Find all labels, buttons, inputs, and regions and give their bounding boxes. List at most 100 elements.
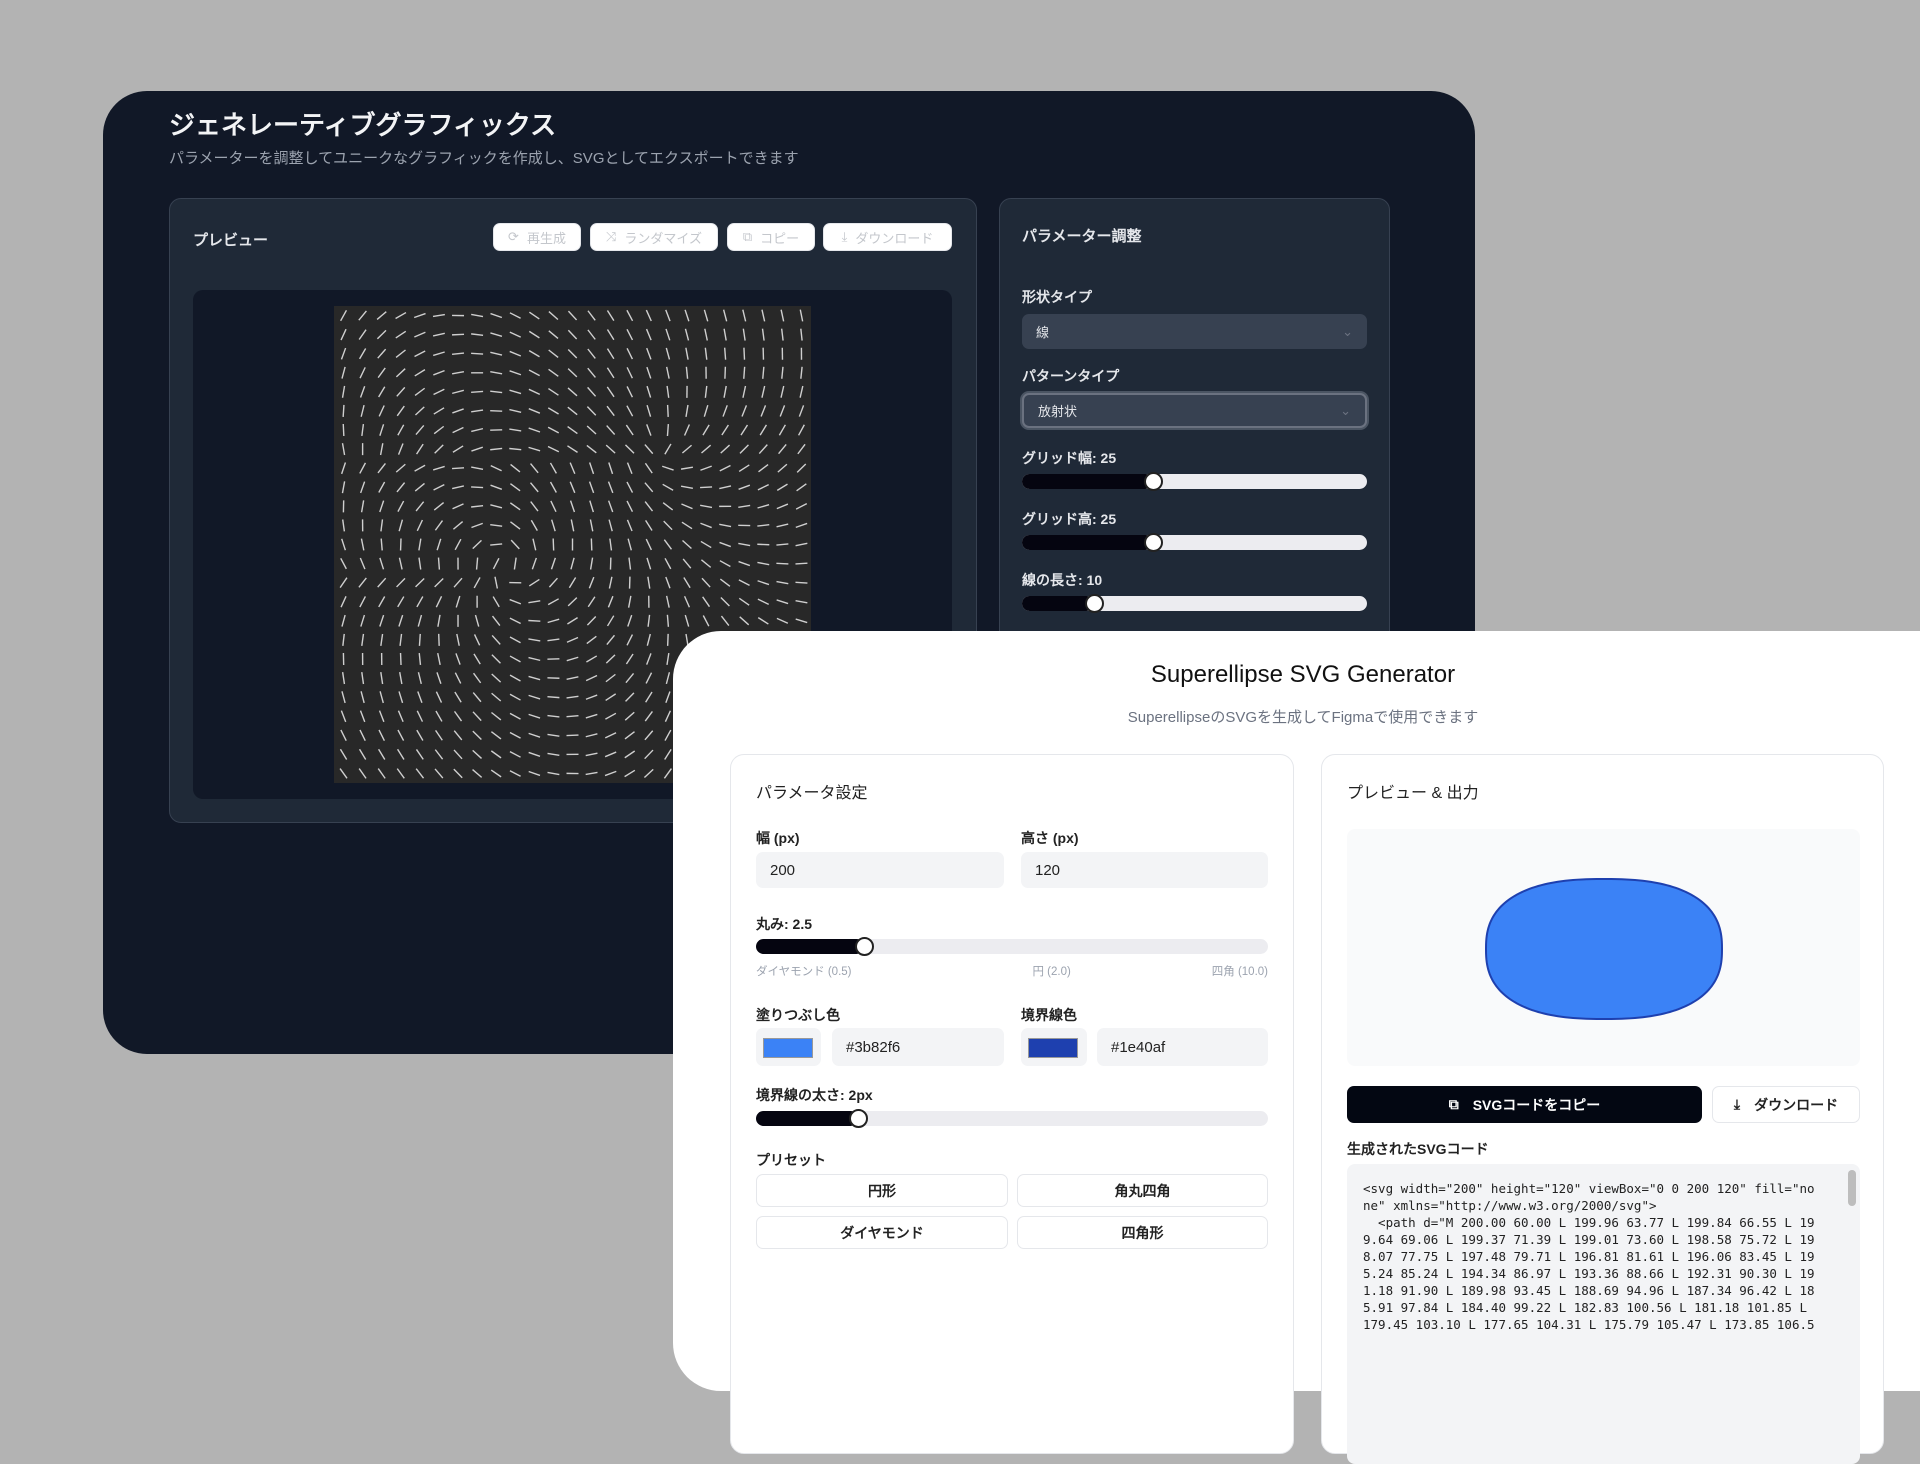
preset-circle-button[interactable]: 円形 xyxy=(756,1174,1008,1207)
pattern-type-select[interactable]: 放射状 ⌄ xyxy=(1022,393,1367,428)
shape-type-select[interactable]: 線⌄ xyxy=(1022,314,1367,349)
code-line: 8.07 77.75 L 197.48 79.71 L 196.81 81.61… xyxy=(1363,1248,1815,1265)
superellipse-window: Superellipse SVG Generator Superellipseの… xyxy=(673,631,1920,1391)
pattern-line xyxy=(795,563,807,564)
pattern-line xyxy=(490,411,502,412)
grid-height-label: グリッド高: 25 xyxy=(1022,509,1116,529)
slider-thumb[interactable] xyxy=(1144,533,1163,552)
presets-label: プリセット xyxy=(756,1150,826,1170)
download-svg-label: ダウンロード xyxy=(1754,1095,1838,1115)
refresh-icon: ⟳ xyxy=(508,229,519,245)
shape-type-label: 形状タイプ xyxy=(1022,287,1092,307)
download-svg-button[interactable]: ⤓ ダウンロード xyxy=(1712,1086,1860,1123)
height-label: 高さ (px) xyxy=(1021,828,1079,848)
regenerate-button[interactable]: ⟳ 再生成 xyxy=(493,223,581,251)
settings-card: パラメータ設定 幅 (px) 200 高さ (px) 120 丸み: 2.5 ダ… xyxy=(730,754,1294,1454)
preset-diamond-button[interactable]: ダイヤモンド xyxy=(756,1216,1008,1249)
superellipse-subtitle: SuperellipseのSVGを生成してFigmaで使用できます xyxy=(673,706,1920,727)
code-line: 179.45 103.10 L 177.65 104.31 L 175.79 1… xyxy=(1363,1316,1815,1333)
pattern-line xyxy=(744,367,745,379)
pattern-line xyxy=(667,615,668,627)
copy-label: コピー xyxy=(760,228,799,247)
pattern-line xyxy=(744,348,745,360)
copy-svg-label: SVGコードをコピー xyxy=(1473,1095,1601,1115)
pattern-line xyxy=(547,697,559,698)
fill-color-picker[interactable] xyxy=(756,1028,821,1066)
roundness-slider[interactable] xyxy=(756,939,1268,954)
stroke-width-slider[interactable] xyxy=(756,1111,1268,1126)
code-label: 生成されたSVGコード xyxy=(1347,1139,1489,1159)
pattern-line xyxy=(668,405,669,417)
download-icon: ⤓ xyxy=(1734,1096,1740,1113)
width-label: 幅 (px) xyxy=(756,828,800,848)
shuffle-icon: ⤨ xyxy=(606,229,616,245)
shape-preview xyxy=(1347,829,1860,1066)
pattern-line xyxy=(452,468,464,469)
superellipse-path xyxy=(1486,879,1722,1019)
preview-title: プレビュー xyxy=(193,229,268,250)
fill-color-input[interactable]: #3b82f6 xyxy=(832,1028,1004,1066)
randomize-label: ランダマイズ xyxy=(624,228,702,247)
pattern-type-value: 放射状 xyxy=(1038,401,1077,420)
download-button[interactable]: ⤓ダウンロード xyxy=(823,223,952,251)
shape-type-value: 線 xyxy=(1036,322,1049,341)
pattern-line xyxy=(452,334,464,335)
page-subtitle: パラメーターを調整してユニークなグラフィックを作成し、SVGとしてエクスポートで… xyxy=(169,147,799,168)
pattern-line xyxy=(471,487,483,488)
chevron-down-icon: ⌄ xyxy=(1340,403,1351,419)
grid-width-label: グリッド幅: 25 xyxy=(1022,448,1116,468)
slider-thumb[interactable] xyxy=(849,1109,868,1128)
code-line: <svg width="200" height="120" viewBox="0… xyxy=(1363,1180,1815,1197)
width-input[interactable]: 200 xyxy=(756,852,1004,888)
code-line: ne" xmlns="http://www.w3.org/2000/svg"> xyxy=(1363,1197,1815,1214)
code-line: 5.24 85.24 L 194.34 86.97 L 193.36 88.66… xyxy=(1363,1265,1815,1282)
code-line: 1.18 91.90 L 189.98 93.45 L 188.69 94.96… xyxy=(1363,1282,1815,1299)
download-icon: ⤓ xyxy=(842,229,848,245)
grid-width-slider[interactable] xyxy=(1022,474,1367,489)
randomize-button[interactable]: ⤨ ランダマイズ xyxy=(590,223,718,251)
output-card: プレビュー & 出力 ⧉SVGコードをコピー ⤓ ダウンロード 生成されたSVGコ… xyxy=(1321,754,1884,1454)
fill-color-swatch xyxy=(763,1038,813,1058)
pattern-line xyxy=(419,634,420,646)
grid-height-slider[interactable] xyxy=(1022,535,1367,550)
stroke-color-input[interactable]: #1e40af xyxy=(1097,1028,1268,1066)
pattern-line xyxy=(471,391,483,392)
copy-svg-button[interactable]: ⧉SVGコードをコピー xyxy=(1347,1086,1702,1123)
pattern-line xyxy=(471,353,483,354)
slider-thumb[interactable] xyxy=(1085,594,1104,613)
height-input[interactable]: 120 xyxy=(1021,852,1268,888)
pattern-line xyxy=(381,539,382,551)
line-length-slider[interactable] xyxy=(1022,596,1367,611)
copy-button[interactable]: ⧉コピー xyxy=(727,223,815,251)
scrollbar[interactable] xyxy=(1848,1170,1856,1206)
svg-code-box[interactable]: <svg width="200" height="120" viewBox="0… xyxy=(1347,1164,1860,1464)
pattern-line xyxy=(567,735,579,736)
output-title: プレビュー & 出力 xyxy=(1347,779,1479,803)
pattern-line xyxy=(438,558,439,570)
superellipse-shape xyxy=(1482,876,1726,1022)
mark-circle: 円 (2.0) xyxy=(1032,963,1070,979)
svg-code: <svg width="200" height="120" viewBox="0… xyxy=(1363,1180,1815,1333)
code-line: <path d="M 200.00 60.00 L 199.96 63.77 L… xyxy=(1363,1214,1815,1231)
mark-square: 四角 (10.0) xyxy=(1212,963,1268,979)
pattern-line xyxy=(343,405,344,417)
pattern-line xyxy=(528,620,540,621)
mark-diamond: ダイヤモンド (0.5) xyxy=(756,963,852,979)
page-title: ジェネレーティブグラフィックス xyxy=(169,105,556,142)
pattern-line xyxy=(667,424,668,436)
regenerate-label: 再生成 xyxy=(527,228,566,247)
superellipse-title: Superellipse SVG Generator xyxy=(673,661,1920,689)
preset-square-button[interactable]: 四角形 xyxy=(1017,1216,1268,1249)
slider-thumb[interactable] xyxy=(855,937,874,956)
stroke-width-label: 境界線の太さ: 2px xyxy=(756,1085,873,1105)
pattern-line xyxy=(776,563,788,564)
line-length-label: 線の長さ: 10 xyxy=(1022,570,1102,590)
chevron-down-icon: ⌄ xyxy=(1342,324,1353,340)
slider-thumb[interactable] xyxy=(1144,472,1163,491)
pattern-type-label: パターンタイプ xyxy=(1022,366,1119,386)
pattern-line xyxy=(795,582,807,583)
preset-rounded-square-button[interactable]: 角丸四角 xyxy=(1017,1174,1268,1207)
pattern-line xyxy=(725,348,726,360)
pattern-line xyxy=(700,487,712,488)
stroke-color-picker[interactable] xyxy=(1021,1028,1087,1066)
